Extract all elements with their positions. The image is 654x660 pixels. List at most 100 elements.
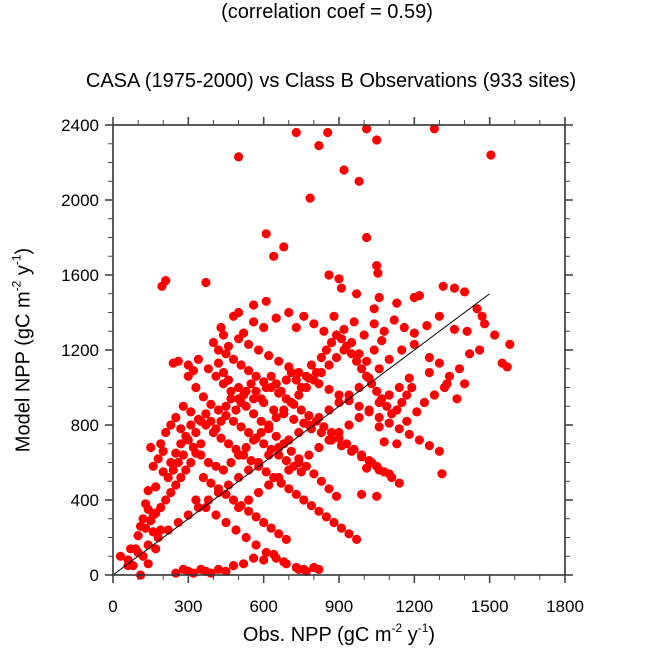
data-point	[236, 360, 246, 370]
y-axis-label-exp2: -1	[9, 254, 24, 266]
data-point	[256, 416, 266, 426]
data-point	[402, 416, 412, 426]
data-point	[362, 356, 372, 366]
data-point	[211, 371, 221, 381]
data-point	[409, 339, 419, 349]
data-point	[259, 439, 269, 449]
data-point	[384, 469, 394, 479]
data-point	[384, 418, 394, 428]
x-tick-label: 900	[325, 597, 353, 616]
data-point	[239, 559, 249, 569]
data-point	[218, 330, 229, 340]
data-point	[266, 523, 276, 533]
data-point	[181, 431, 191, 441]
data-point	[271, 379, 281, 389]
data-point	[444, 371, 455, 381]
data-point	[304, 411, 314, 421]
chart-subtitle: (correlation coef = 0.59)	[221, 1, 433, 23]
points-layer	[115, 124, 515, 580]
data-point	[374, 364, 384, 374]
data-point	[409, 328, 419, 338]
data-point	[472, 304, 482, 314]
data-point	[291, 489, 301, 499]
data-point	[357, 452, 367, 462]
data-point	[176, 439, 186, 449]
data-point	[309, 319, 319, 329]
data-point	[171, 480, 181, 490]
data-point	[234, 152, 244, 162]
data-point	[166, 487, 176, 498]
data-point	[311, 416, 321, 426]
data-point	[236, 397, 246, 408]
data-point	[264, 480, 274, 490]
data-point	[274, 472, 284, 483]
data-point	[133, 531, 143, 541]
data-point	[379, 437, 389, 447]
data-point	[434, 311, 444, 321]
data-point	[261, 229, 271, 239]
data-point	[244, 366, 254, 376]
data-point	[126, 544, 136, 554]
data-point	[359, 330, 369, 340]
data-point	[261, 467, 271, 477]
data-point	[372, 135, 382, 145]
data-point	[251, 371, 261, 381]
data-point	[274, 356, 284, 366]
data-point	[397, 345, 407, 355]
data-point	[311, 367, 321, 378]
data-point	[384, 390, 394, 400]
data-point	[143, 486, 153, 496]
data-point	[136, 521, 146, 531]
data-point	[251, 540, 261, 550]
data-point	[281, 456, 291, 466]
data-point	[324, 270, 334, 280]
data-point	[156, 439, 166, 449]
data-point	[301, 371, 311, 381]
data-point	[465, 349, 475, 359]
data-point	[377, 394, 387, 404]
data-point	[299, 418, 309, 428]
data-point	[228, 354, 239, 364]
data-point	[326, 427, 337, 438]
data-point	[186, 457, 196, 468]
data-point	[362, 232, 372, 243]
data-point	[394, 478, 404, 488]
data-point	[362, 463, 372, 473]
data-point	[228, 495, 239, 505]
data-point	[306, 424, 316, 434]
data-point	[211, 461, 221, 471]
data-point	[409, 292, 419, 303]
data-point	[354, 349, 364, 359]
data-point	[286, 446, 296, 456]
data-point	[234, 334, 244, 344]
data-point	[319, 326, 329, 336]
data-point	[236, 422, 246, 432]
data-point	[296, 405, 306, 415]
data-point	[213, 484, 224, 494]
data-point	[274, 529, 284, 539]
data-point	[301, 461, 311, 471]
data-point	[373, 268, 383, 278]
data-point	[357, 489, 367, 499]
data-point	[372, 261, 382, 271]
data-point	[329, 311, 339, 321]
x-tick-label: 1500	[471, 597, 509, 616]
data-point	[354, 401, 364, 411]
data-point	[404, 429, 414, 439]
data-point	[486, 150, 496, 160]
y-axis-label-mid: y	[12, 265, 35, 281]
data-point	[477, 311, 487, 321]
x-axis-label-mid: y	[402, 624, 418, 646]
data-point	[211, 424, 221, 434]
data-point	[374, 412, 384, 423]
y-tick-label: 2000	[61, 191, 99, 210]
data-point	[249, 317, 259, 327]
data-point	[377, 336, 387, 346]
data-point	[331, 491, 342, 501]
data-point	[148, 527, 158, 537]
data-point	[251, 433, 261, 443]
data-point	[156, 525, 166, 535]
data-point	[226, 386, 236, 396]
data-point	[221, 566, 231, 576]
data-point	[289, 414, 299, 424]
